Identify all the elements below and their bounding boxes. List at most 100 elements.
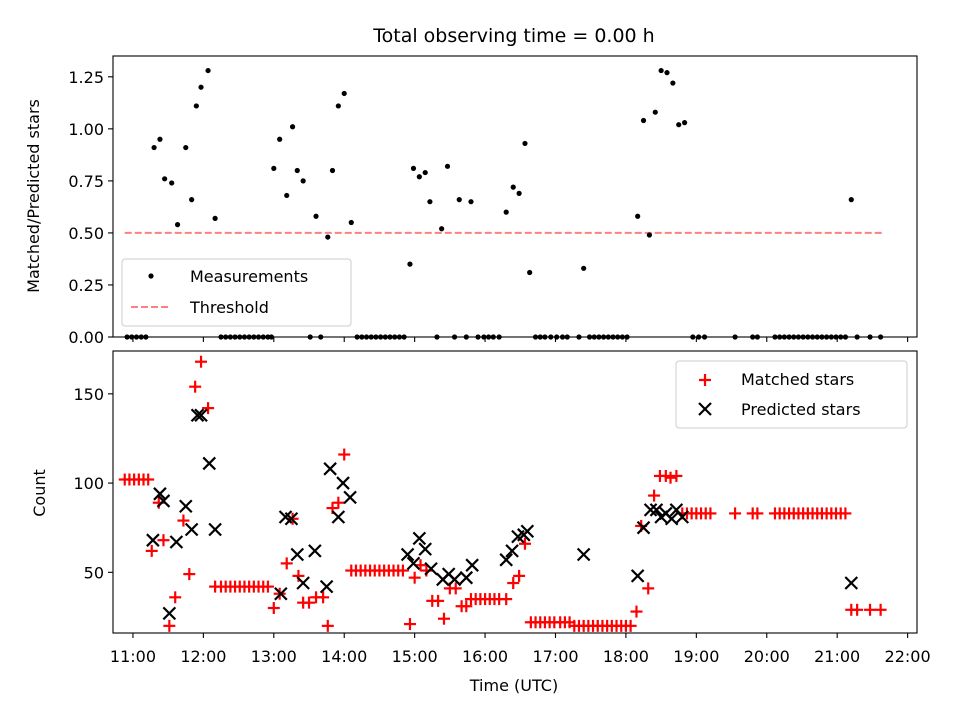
measurement-point [348, 219, 354, 226]
matched-star-point [432, 594, 445, 607]
measurement-point [439, 226, 445, 232]
measurement-point [410, 165, 417, 171]
matched-star-point [874, 603, 887, 616]
predicted-star-point [194, 408, 208, 423]
predicted-star-point [418, 542, 432, 556]
top-y-tick-label: 0.75 [68, 172, 104, 191]
predicted-star-point [331, 510, 346, 524]
x-tick-label: 16:00 [462, 647, 508, 666]
matched-star-point [513, 569, 526, 582]
predicted-star-point [424, 561, 438, 576]
measurement-point [313, 213, 319, 219]
x-tick-label: 21:00 [814, 647, 860, 666]
measurement-point [522, 140, 528, 147]
measurement-point [664, 70, 670, 76]
predicted-star-point [290, 547, 305, 562]
matched-star-point [338, 448, 351, 461]
matched-star-point [449, 582, 462, 595]
matched-star-point [202, 402, 215, 415]
measurement-point [162, 176, 168, 182]
predicted-star-point [208, 522, 222, 537]
measurement-point [205, 67, 211, 74]
measurement-point [510, 184, 516, 190]
matched-star-point [195, 355, 208, 368]
bottom-y-tick-label: 100 [73, 474, 104, 493]
measurement-point [183, 144, 189, 151]
matched-star-point [642, 582, 655, 595]
x-axis-label: Time (UTC) [469, 676, 558, 695]
chart-title: Total observing time = 0.00 h [372, 25, 654, 47]
measurement-point [271, 165, 277, 171]
top-legend-box [121, 258, 352, 327]
measurement-point [284, 192, 290, 199]
measurement-point [169, 180, 175, 186]
matched-star-point [864, 603, 877, 616]
matched-star-point [630, 605, 643, 618]
predicted-star-point [323, 462, 337, 476]
matched-star-point [670, 469, 683, 482]
top-y-ticks: 0.00 0.25 0.50 0.75 1.00 1.25 [68, 68, 909, 347]
predicted-star-point [178, 499, 193, 514]
predicted-star-point [499, 553, 513, 567]
matched-star-point [396, 564, 409, 577]
bottom-plot-frame [112, 350, 918, 634]
bottom-y-axis-label: Count [30, 469, 49, 517]
x-tick-label: 20:00 [744, 647, 790, 666]
top-legend: Measurements Threshold [121, 258, 352, 327]
x-tick-label: 11:00 [110, 647, 156, 666]
matched-star-point [177, 514, 190, 527]
measurement-point [294, 167, 300, 174]
matched-star-point [280, 557, 293, 570]
top-y-tick-label: 0.25 [68, 276, 104, 295]
x-tick-label: 15:00 [392, 647, 438, 666]
predicted-star-point [284, 511, 299, 526]
legend-predicted-marker [698, 402, 712, 416]
legend-measurements-marker [148, 273, 154, 279]
legend-predicted-label: Predicted stars [741, 400, 861, 419]
predicted-star-point [308, 544, 322, 558]
predicted-star-point [336, 476, 350, 490]
matched-star-point [145, 544, 158, 557]
measurement-point [676, 122, 682, 128]
measurement-point [277, 136, 283, 142]
x-tick-label: 18:00 [603, 647, 649, 666]
matched-star-point [518, 537, 531, 550]
measurement-point [516, 190, 522, 196]
matched-star-point [303, 596, 316, 609]
x-tick-label: 13:00 [251, 647, 297, 666]
predicted-star-point [169, 535, 184, 549]
matched-star-point [729, 507, 742, 520]
predicted-star-point [520, 524, 535, 539]
measurement-point [300, 178, 306, 184]
measurement-point [640, 117, 647, 124]
predicted-star-point [156, 494, 171, 508]
predicted-star-point [190, 408, 205, 423]
measurement-point [341, 90, 347, 97]
x-tick-label: 12:00 [180, 647, 226, 666]
top-y-tick-label: 0.50 [68, 224, 104, 243]
measurement-point [848, 197, 854, 203]
predicted-star-point [664, 511, 679, 526]
x-axis-ticks: 11:00 12:00 13:00 14:00 15:00 16:00 17:00 18:00… [110, 633, 931, 666]
matched-star-point [321, 619, 334, 632]
matched-star-point [460, 600, 473, 613]
measurement-point [151, 144, 157, 151]
x-tick-label: 17:00 [532, 647, 578, 666]
measurement-point [670, 80, 676, 86]
predicted-star-point [465, 558, 479, 572]
measurement-point [682, 120, 688, 126]
predicted-star-point [412, 531, 427, 546]
predicted-star-point [153, 487, 167, 501]
measurement-point [652, 109, 658, 115]
bottom-y-ticks: 50 100 150 [73, 385, 113, 582]
measurement-point [468, 199, 474, 205]
predicted-star-point [202, 456, 217, 471]
predicted-star-point [844, 576, 859, 590]
predicted-star-point [184, 522, 199, 537]
top-plot: 0.00 0.25 0.50 0.75 1.00 1.25 Matched/Predict… [24, 55, 918, 347]
bottom-y-tick-label: 150 [73, 385, 104, 404]
measurement-point [407, 261, 413, 267]
legend-threshold-label: Threshold [189, 298, 269, 317]
matched-star-point [839, 507, 852, 520]
